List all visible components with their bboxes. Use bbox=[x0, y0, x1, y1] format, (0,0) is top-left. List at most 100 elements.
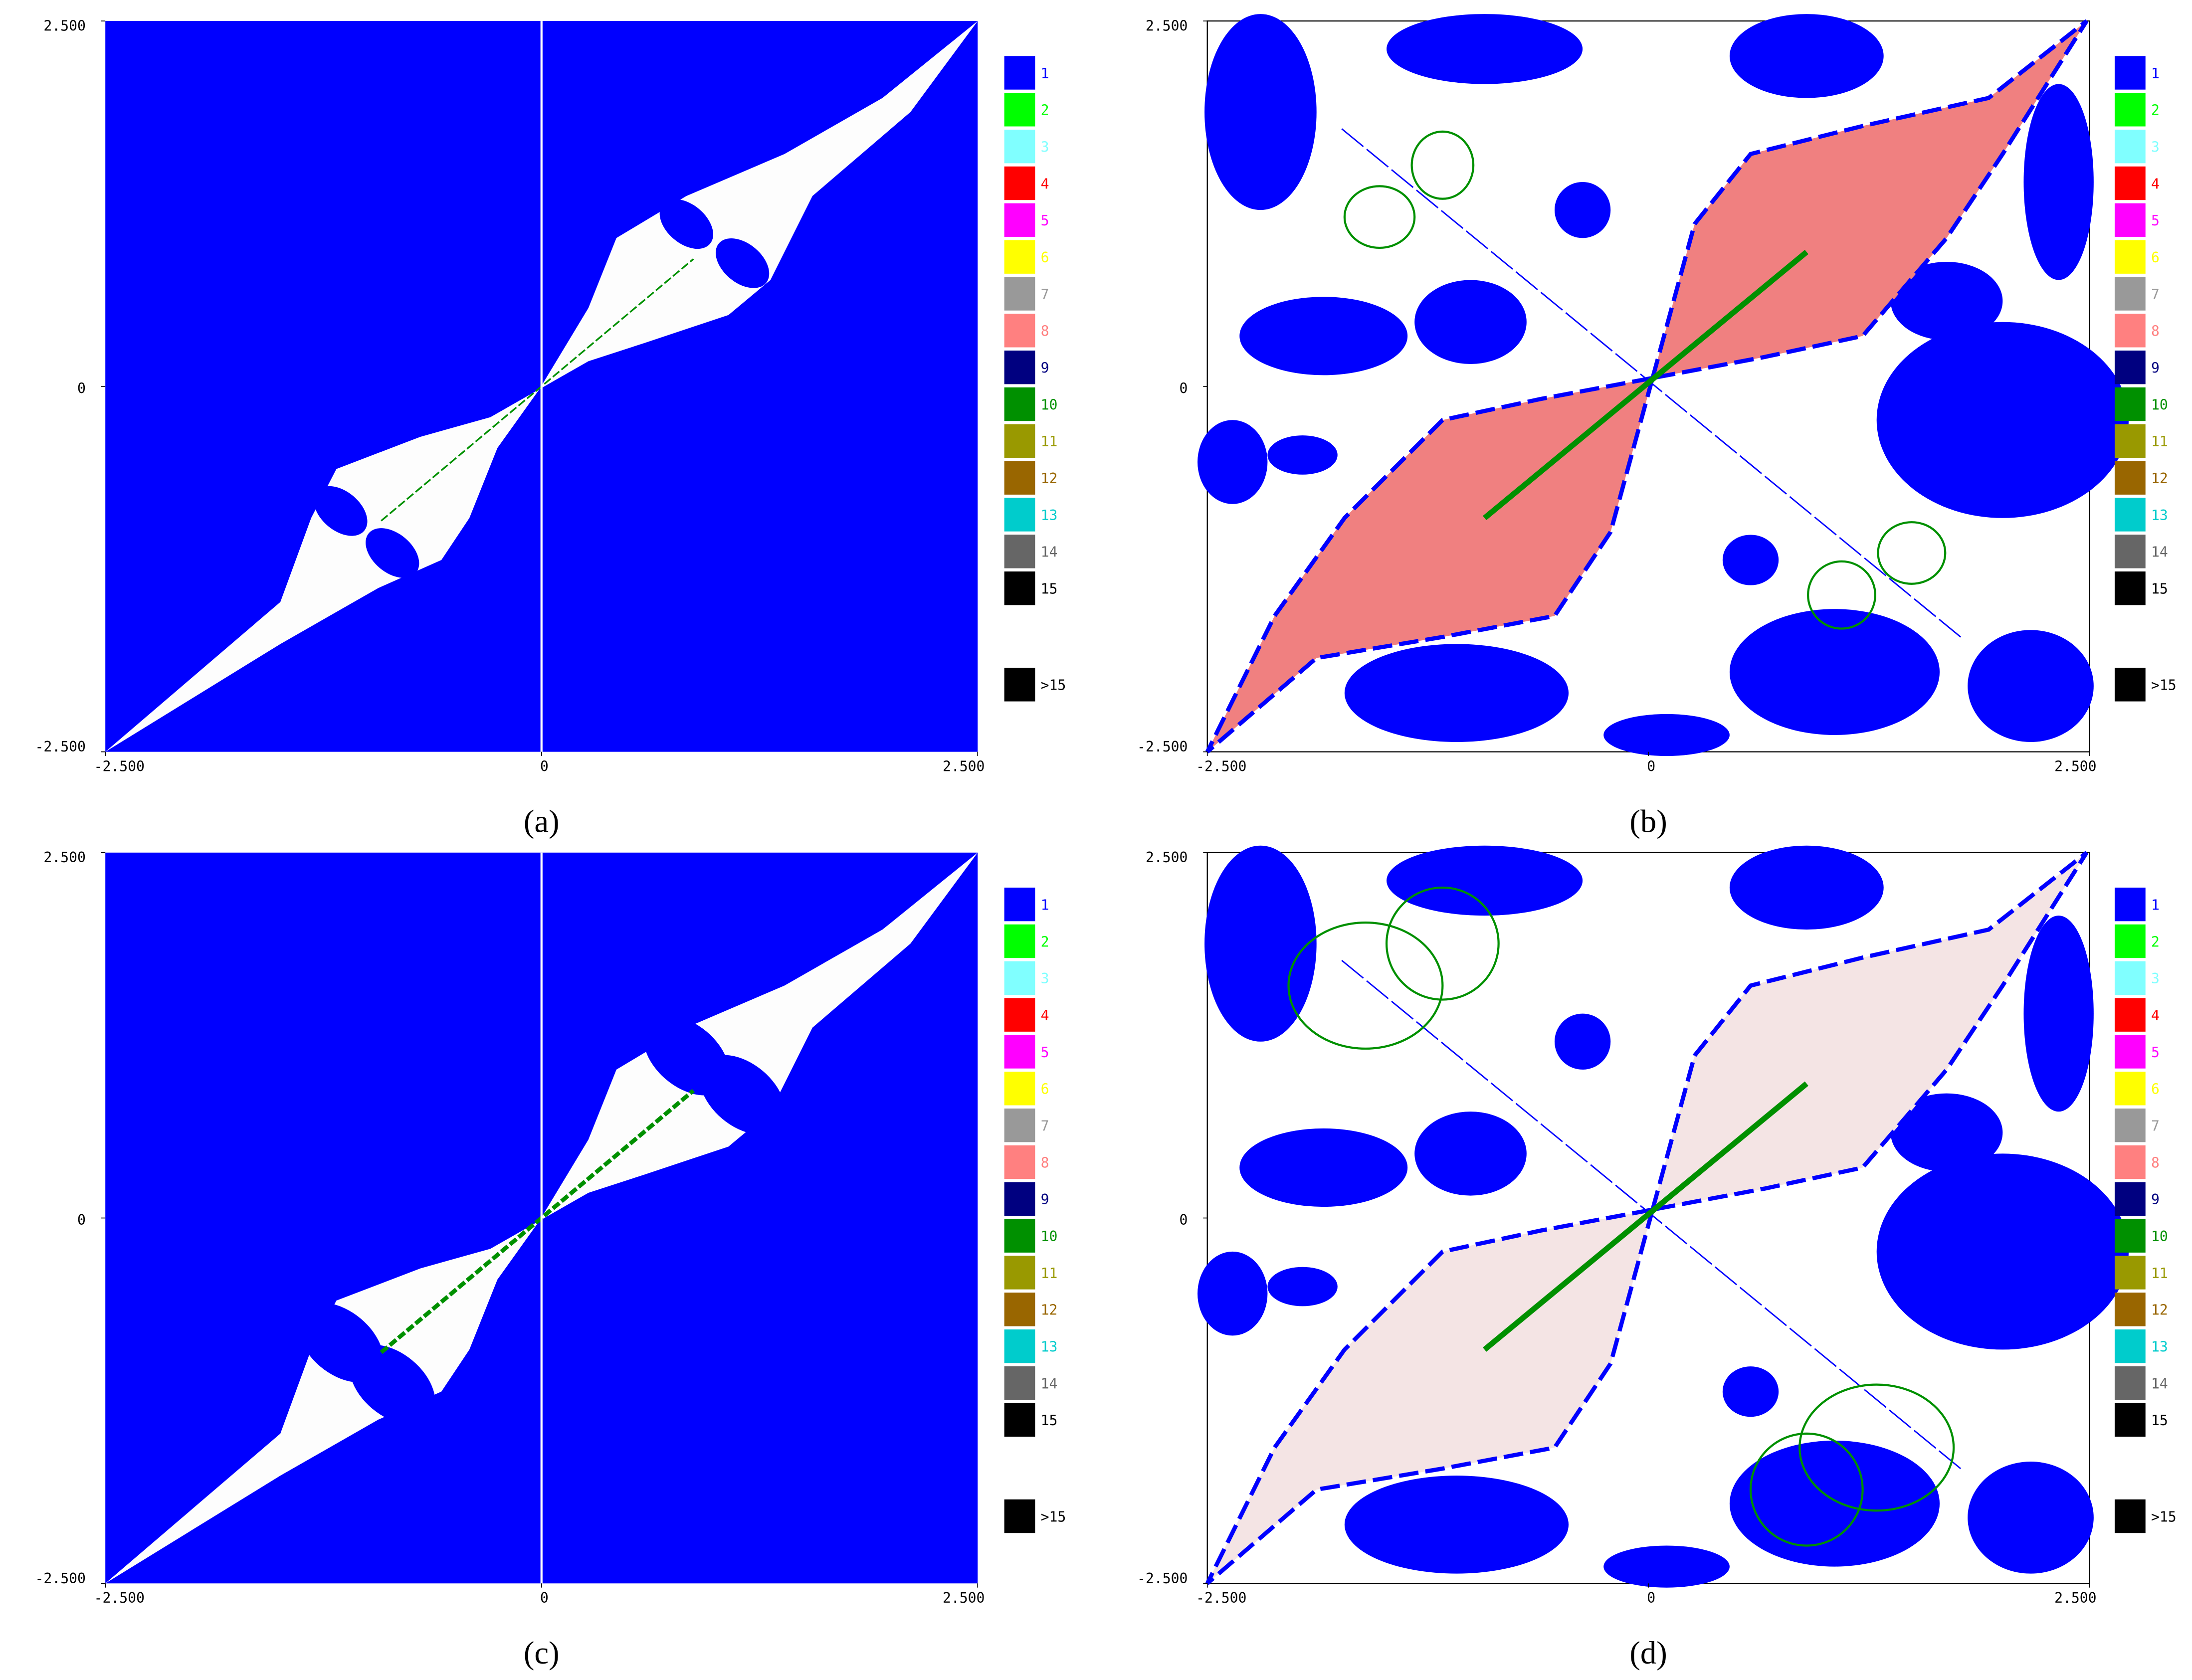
legend-swatch bbox=[2114, 461, 2146, 495]
legend-label: 6 bbox=[2151, 249, 2160, 266]
basin-blob bbox=[1603, 714, 1730, 756]
x-tick-label: 2.500 bbox=[2054, 1590, 2096, 1606]
legend-label: 11 bbox=[2151, 433, 2168, 450]
basin-blob bbox=[1729, 845, 1884, 930]
legend-swatch bbox=[1004, 1403, 1035, 1437]
basin-lobe bbox=[699, 1055, 786, 1135]
legend-label: 1 bbox=[2151, 897, 2160, 913]
y-tick-label: -2.500 bbox=[35, 1570, 86, 1587]
legend-label: 9 bbox=[2151, 1191, 2160, 1208]
y-tick-label: 2.500 bbox=[1146, 849, 1188, 866]
basin-blob bbox=[1876, 322, 2129, 518]
y-tick-label: 2.500 bbox=[43, 849, 85, 866]
legend-swatch bbox=[1004, 1072, 1035, 1106]
legend-label: >15 bbox=[2151, 1508, 2177, 1525]
legend-label: 7 bbox=[2151, 286, 2160, 303]
basin-blob bbox=[1197, 420, 1268, 504]
legend-swatch bbox=[1004, 56, 1035, 90]
basin-blob bbox=[1204, 14, 1317, 210]
legend-label: 11 bbox=[1041, 1265, 1058, 1282]
legend-swatch bbox=[2114, 1035, 2146, 1069]
x-tick-label: -2.500 bbox=[1196, 1590, 1246, 1606]
legend-label: 7 bbox=[2151, 1118, 2160, 1134]
legend-swatch bbox=[1004, 203, 1035, 237]
legend-swatch bbox=[1004, 350, 1035, 384]
legend-swatch bbox=[1004, 1108, 1035, 1142]
x-tick-label: 2.500 bbox=[943, 758, 985, 775]
plot-area bbox=[1197, 845, 2129, 1588]
legend-swatch bbox=[1004, 1035, 1035, 1069]
x-tick-label: 2.500 bbox=[2054, 758, 2096, 775]
basin-lobe bbox=[715, 238, 770, 288]
legend-label: 7 bbox=[1041, 1118, 1049, 1134]
basin-blob bbox=[2023, 84, 2094, 280]
basin-blob bbox=[1344, 644, 1569, 742]
legend-swatch bbox=[1004, 387, 1035, 421]
legend-swatch bbox=[2114, 1072, 2146, 1106]
legend-label: 6 bbox=[1041, 249, 1049, 266]
legend-label: 13 bbox=[1041, 1338, 1058, 1355]
legend-label: 1 bbox=[1041, 65, 1049, 82]
plot-area bbox=[105, 852, 978, 1584]
legend-label: 4 bbox=[1041, 176, 1049, 192]
legend-swatch bbox=[2114, 571, 2146, 605]
x-tick-label: 0 bbox=[540, 1590, 549, 1606]
legend-swatch bbox=[1004, 998, 1035, 1032]
x-tick-label: -2.500 bbox=[94, 758, 145, 775]
legend-swatch bbox=[2114, 93, 2146, 127]
basin-blob bbox=[1267, 435, 1338, 475]
basin-lobe bbox=[366, 528, 419, 578]
x-tick-label: -2.500 bbox=[94, 1590, 145, 1606]
legend-swatch bbox=[2114, 314, 2146, 348]
legend-label: 3 bbox=[2151, 139, 2160, 155]
basin-blob bbox=[1204, 845, 1317, 1042]
basin-blob bbox=[1722, 1366, 1779, 1417]
legend-label: 13 bbox=[2151, 1338, 2168, 1355]
legend-swatch bbox=[2114, 961, 2146, 995]
y-tick-label: 0 bbox=[1179, 380, 1188, 396]
y-tick-label: 0 bbox=[77, 1212, 86, 1228]
legend-label: 15 bbox=[1041, 581, 1058, 597]
legend-label: 13 bbox=[2151, 507, 2168, 524]
legend-label: 8 bbox=[1041, 323, 1049, 340]
basin-blob bbox=[1239, 1128, 1408, 1207]
legend-swatch bbox=[1004, 1219, 1035, 1253]
legend-label: 5 bbox=[1041, 1044, 1049, 1061]
caption: (c) bbox=[524, 1635, 560, 1671]
legend-label: 4 bbox=[2151, 1007, 2160, 1024]
legend-label: 10 bbox=[1041, 396, 1058, 413]
legend-swatch bbox=[1004, 1329, 1035, 1363]
legend-swatch bbox=[2114, 277, 2146, 311]
legend-swatch bbox=[2114, 1366, 2146, 1400]
basin-blob bbox=[1414, 1112, 1527, 1196]
legend-label: 14 bbox=[1041, 544, 1058, 560]
legend-label: 15 bbox=[2151, 1412, 2168, 1429]
legend-swatch bbox=[1004, 668, 1035, 702]
legend-label: 14 bbox=[2151, 1375, 2168, 1392]
legend-swatch bbox=[1004, 1182, 1035, 1216]
legend-swatch bbox=[2114, 1256, 2146, 1290]
legend-swatch bbox=[1004, 1145, 1035, 1179]
basin-blob bbox=[1387, 845, 1583, 916]
basin-blob bbox=[1968, 1462, 2094, 1574]
x-tick-label: 0 bbox=[540, 758, 549, 775]
legend-label: 12 bbox=[1041, 1302, 1058, 1318]
legend-label: 5 bbox=[1041, 212, 1049, 229]
plot-area bbox=[105, 21, 978, 752]
basin-blob bbox=[1890, 262, 2003, 341]
y-tick-label: -2.500 bbox=[1137, 739, 1188, 755]
attractor bbox=[1483, 250, 1808, 521]
legend-label: 3 bbox=[1041, 139, 1049, 155]
legend-label: 7 bbox=[1041, 286, 1049, 303]
x-tick-label: 0 bbox=[1647, 758, 1655, 775]
legend-swatch bbox=[2114, 387, 2146, 421]
basin-lobe bbox=[314, 486, 368, 536]
x-tick-label: 2.500 bbox=[943, 1590, 985, 1606]
loop-attractor bbox=[1410, 130, 1475, 200]
y-tick-label: 2.500 bbox=[43, 17, 85, 34]
basin-lobe bbox=[659, 199, 713, 249]
legend-label: 6 bbox=[2151, 1081, 2160, 1098]
legend-label: 15 bbox=[2151, 581, 2168, 597]
legend-swatch bbox=[1004, 535, 1035, 568]
legend-label: >15 bbox=[1041, 1508, 1066, 1525]
